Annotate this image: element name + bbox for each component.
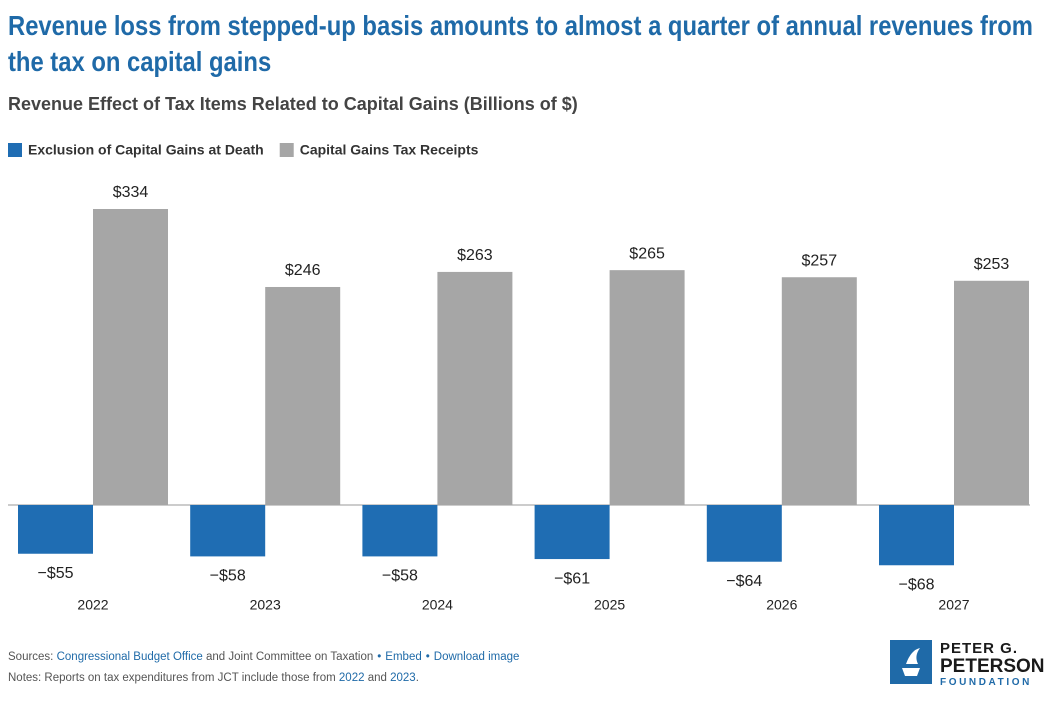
sources: Sources: Congressional Budget Office and… (8, 651, 520, 663)
logo-torch (902, 648, 920, 676)
source-link[interactable]: Congressional Budget Office (56, 651, 203, 663)
chart-title: Revenue loss from stepped-up basis amoun… (8, 10, 1033, 77)
bar (265, 286, 341, 505)
x-tick-label: 2023 (250, 597, 281, 613)
bar (781, 277, 857, 505)
legend-swatch (8, 143, 22, 157)
notes: Notes: Reports on tax expenditures from … (8, 672, 419, 684)
x-tick-label: 2025 (594, 597, 625, 613)
value-label: $263 (457, 247, 493, 264)
x-tick-label: 2022 (77, 597, 108, 613)
value-label: −$58 (210, 568, 246, 585)
value-label: −$61 (554, 570, 590, 587)
value-label: $265 (629, 245, 665, 262)
logo-line: FOUNDATION (940, 677, 1032, 688)
logo-line: PETER G. (940, 640, 1019, 657)
x-tick-label: 2026 (766, 597, 797, 613)
bar (93, 209, 168, 505)
value-label: $253 (974, 256, 1010, 273)
notes-end: . (415, 672, 419, 684)
legend-label: Exclusion of Capital Gains at Death (28, 142, 264, 158)
sources-prefix: Sources: (8, 651, 54, 663)
value-label: $257 (802, 252, 838, 269)
bar (609, 270, 685, 505)
sources-text: and Joint Committee on Taxation (205, 651, 374, 663)
notes-link[interactable]: 2023 (390, 672, 416, 684)
notes-text: Notes: Reports on tax expenditures from … (8, 672, 336, 684)
legend-label: Capital Gains Tax Receipts (300, 142, 479, 158)
chart-subtitle: Revenue Effect of Tax Items Related to C… (8, 94, 578, 114)
download-link[interactable]: Download image (433, 651, 520, 663)
embed-link[interactable]: Embed (385, 651, 422, 663)
legend-swatch (279, 143, 294, 157)
bar (706, 505, 782, 562)
logo-line: PETERSON (940, 656, 1045, 677)
x-tick-label: 2024 (422, 597, 453, 613)
value-label: −$64 (726, 573, 762, 590)
value-label: $246 (285, 262, 321, 279)
value-label: −$68 (898, 576, 934, 593)
bar (18, 505, 93, 554)
value-label: −$55 (37, 565, 73, 582)
bar (879, 505, 954, 566)
x-tick-label: 2027 (938, 597, 969, 613)
logo: PETER G. PETERSON FOUNDATION (940, 640, 1045, 689)
bar (954, 280, 1029, 505)
value-label: −$58 (382, 568, 418, 585)
bar (437, 271, 513, 505)
bar (190, 505, 266, 557)
notes-text: and (367, 672, 387, 684)
value-label: $334 (113, 184, 149, 201)
notes-link[interactable]: 2022 (338, 672, 365, 684)
bar (362, 505, 438, 557)
bar (534, 505, 610, 560)
